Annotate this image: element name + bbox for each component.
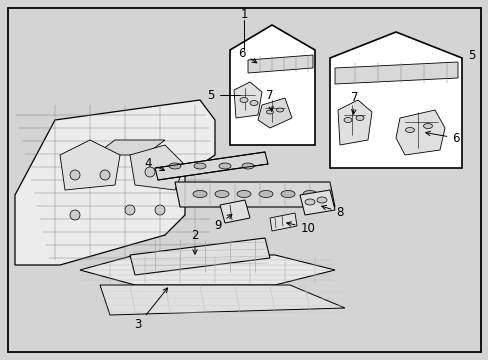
- Polygon shape: [258, 98, 291, 128]
- Ellipse shape: [240, 98, 247, 103]
- Text: 6: 6: [425, 131, 459, 144]
- Ellipse shape: [259, 190, 272, 198]
- Polygon shape: [175, 182, 334, 207]
- Polygon shape: [100, 285, 345, 315]
- Ellipse shape: [194, 163, 205, 169]
- Polygon shape: [220, 200, 249, 223]
- Circle shape: [155, 205, 164, 215]
- Polygon shape: [130, 145, 184, 190]
- Ellipse shape: [266, 110, 273, 114]
- Ellipse shape: [242, 163, 253, 169]
- Polygon shape: [247, 55, 312, 73]
- Ellipse shape: [249, 100, 258, 105]
- Ellipse shape: [281, 190, 294, 198]
- Ellipse shape: [237, 190, 250, 198]
- Ellipse shape: [276, 108, 283, 112]
- Text: 6: 6: [238, 46, 256, 63]
- Text: 7: 7: [265, 89, 273, 111]
- Polygon shape: [269, 213, 296, 231]
- Ellipse shape: [219, 163, 230, 169]
- Circle shape: [70, 170, 80, 180]
- Ellipse shape: [169, 163, 181, 169]
- Text: 8: 8: [321, 206, 343, 219]
- Ellipse shape: [215, 190, 228, 198]
- Polygon shape: [234, 82, 262, 118]
- Ellipse shape: [355, 116, 363, 121]
- Text: 5: 5: [467, 49, 474, 62]
- Polygon shape: [334, 62, 457, 84]
- Text: 10: 10: [286, 221, 315, 234]
- Circle shape: [100, 170, 110, 180]
- Polygon shape: [299, 190, 334, 215]
- Polygon shape: [329, 32, 461, 168]
- Ellipse shape: [423, 123, 431, 129]
- Circle shape: [70, 210, 80, 220]
- Polygon shape: [155, 152, 267, 180]
- Ellipse shape: [193, 190, 206, 198]
- Text: 7: 7: [350, 90, 358, 114]
- Text: 5: 5: [207, 89, 215, 102]
- Ellipse shape: [316, 197, 326, 203]
- Text: 3: 3: [134, 288, 167, 332]
- Circle shape: [145, 167, 155, 177]
- Circle shape: [125, 205, 135, 215]
- Ellipse shape: [303, 190, 316, 198]
- Polygon shape: [395, 110, 444, 155]
- Text: 2: 2: [191, 229, 198, 254]
- Polygon shape: [80, 255, 334, 285]
- Text: 1: 1: [240, 8, 247, 21]
- Polygon shape: [95, 140, 164, 155]
- Polygon shape: [229, 25, 314, 145]
- Text: 4: 4: [144, 157, 164, 171]
- Polygon shape: [15, 100, 215, 265]
- Polygon shape: [60, 140, 120, 190]
- Ellipse shape: [343, 117, 351, 122]
- Text: 9: 9: [214, 214, 231, 231]
- Ellipse shape: [305, 199, 314, 205]
- Ellipse shape: [405, 127, 414, 132]
- Polygon shape: [337, 100, 371, 145]
- Polygon shape: [130, 238, 269, 275]
